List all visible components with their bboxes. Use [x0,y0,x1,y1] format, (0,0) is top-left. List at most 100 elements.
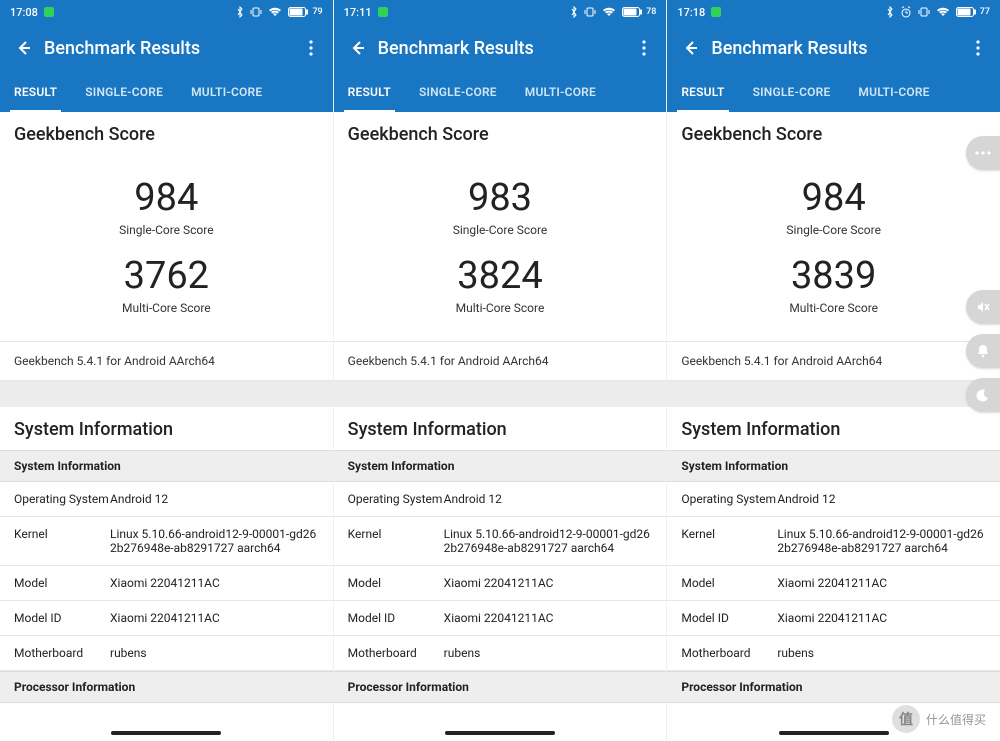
score-section: 984 Single-Core Score 3762 Multi-Core Sc… [0,155,333,342]
row-key: Operating System [681,492,777,506]
row-key: Motherboard [348,646,444,660]
single-core-score: 983 Single-Core Score [334,165,667,243]
moon-icon [976,388,990,402]
multi-core-score: 3839 Multi-Core Score [667,243,1000,321]
row-key: Kernel [348,527,444,555]
row-val: Xiaomi 22041211AC [110,611,319,625]
mute-icon [975,299,991,315]
status-time: 17:18 [677,6,705,19]
row-motherboard: Motherboardrubens [667,636,1000,671]
row-os: Operating SystemAndroid 12 [0,482,333,517]
bluetooth-icon [236,6,244,18]
status-notification-badge [378,7,388,17]
row-key: Operating System [14,492,110,506]
row-val: Linux 5.10.66-android12-9-00001-gd262b27… [777,527,986,555]
app-bar: Benchmark Results [0,24,333,72]
row-key: Model [14,576,110,590]
row-os: Operating SystemAndroid 12 [667,482,1000,517]
app-version: Geekbench 5.4.1 for Android AArch64 [334,342,667,381]
section-gap [0,381,333,407]
screenshot-panel-2: 17:18 77 Benchmark Results RESULT SINGLE… [666,0,1000,741]
row-val: Xiaomi 22041211AC [777,611,986,625]
more-vert-icon [309,40,313,56]
wifi-icon [936,7,950,17]
tab-single-core[interactable]: SINGLE-CORE [405,72,511,112]
app-version: Geekbench 5.4.1 for Android AArch64 [667,342,1000,381]
row-motherboard: Motherboardrubens [334,636,667,671]
row-val: Android 12 [110,492,319,506]
tab-multi-core[interactable]: MULTI-CORE [844,72,943,112]
screenshot-panel-1: 17:11 78 Benchmark Results RESULT SINGLE… [333,0,667,741]
battery-icon [288,7,308,17]
single-core-label: Single-Core Score [667,223,1000,237]
battery-icon [956,7,976,17]
float-moon-button[interactable] [966,378,1000,412]
procinfo-subhead: Processor Information [0,671,333,703]
tab-multi-core[interactable]: MULTI-CORE [177,72,276,112]
battery-percent: 78 [646,7,656,17]
battery-icon [622,7,642,17]
back-button[interactable] [675,38,707,58]
nav-gesture-pill[interactable] [779,731,889,735]
overflow-menu-button[interactable] [297,40,325,56]
sysinfo-subhead: System Information [0,450,333,482]
multi-core-label: Multi-Core Score [0,301,333,315]
watermark-badge: 值 [892,705,920,733]
row-key: Motherboard [681,646,777,660]
status-icons: 78 [570,6,656,18]
row-val: Linux 5.10.66-android12-9-00001-gd262b27… [110,527,319,555]
row-model: ModelXiaomi 22041211AC [667,566,1000,601]
single-core-score: 984 Single-Core Score [667,165,1000,243]
vibrate-icon [918,7,930,17]
row-os: Operating SystemAndroid 12 [334,482,667,517]
image-watermark: 值 什么值得买 [892,705,986,733]
arrow-left-icon [348,38,368,58]
nav-gesture-pill[interactable] [445,731,555,735]
more-vert-icon [642,40,646,56]
alarm-icon [900,6,912,18]
section-gap [334,381,667,407]
procinfo-subhead: Processor Information [667,671,1000,703]
status-bar: 17:18 77 [667,0,1000,24]
app-bar: Benchmark Results [334,24,667,72]
float-more-button[interactable] [966,136,1000,170]
overflow-menu-button[interactable] [630,40,658,56]
sysinfo-subhead: System Information [667,450,1000,482]
float-mute-button[interactable] [966,290,1000,324]
overflow-menu-button[interactable] [964,40,992,56]
status-icons: 77 [886,6,990,18]
bluetooth-icon [886,6,894,18]
vibrate-icon [250,7,262,17]
single-core-value: 984 [667,179,1000,219]
tab-multi-core[interactable]: MULTI-CORE [511,72,610,112]
status-time: 17:11 [344,6,372,19]
single-core-value: 984 [0,179,333,219]
float-bell-button[interactable] [966,334,1000,368]
app-version: Geekbench 5.4.1 for Android AArch64 [0,342,333,381]
row-motherboard: Motherboardrubens [0,636,333,671]
tab-result[interactable]: RESULT [667,72,738,112]
score-section: 984 Single-Core Score 3839 Multi-Core Sc… [667,155,1000,342]
sysinfo-title: System Information [667,407,1000,450]
row-model: ModelXiaomi 22041211AC [334,566,667,601]
back-button[interactable] [342,38,374,58]
row-val: Linux 5.10.66-android12-9-00001-gd262b27… [444,527,653,555]
nav-gesture-pill[interactable] [111,731,221,735]
score-section-title: Geekbench Score [334,112,667,155]
row-model-id: Model IDXiaomi 22041211AC [0,601,333,636]
tab-single-core[interactable]: SINGLE-CORE [739,72,845,112]
tab-single-core[interactable]: SINGLE-CORE [71,72,177,112]
tab-result[interactable]: RESULT [0,72,71,112]
row-model: ModelXiaomi 22041211AC [0,566,333,601]
more-horiz-icon [975,151,991,155]
multi-core-value: 3839 [667,257,1000,297]
row-val: Xiaomi 22041211AC [444,576,653,590]
status-bar: 17:08 79 [0,0,333,24]
row-key: Model [681,576,777,590]
back-button[interactable] [8,38,40,58]
row-val: Android 12 [444,492,653,506]
tab-result[interactable]: RESULT [334,72,405,112]
row-key: Model ID [348,611,444,625]
tab-bar: RESULT SINGLE-CORE MULTI-CORE [0,72,333,112]
row-val: rubens [110,646,319,660]
